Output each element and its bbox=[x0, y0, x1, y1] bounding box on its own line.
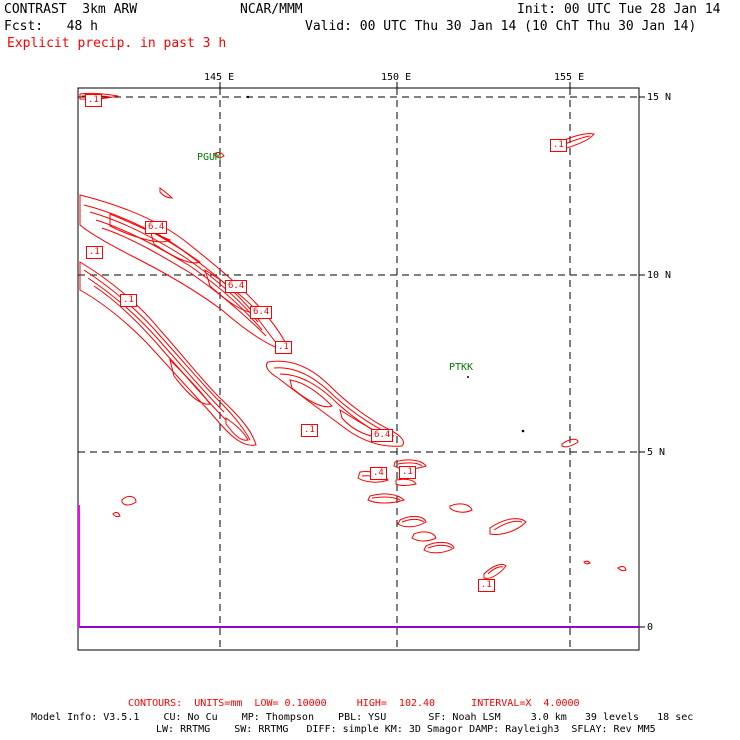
precip-contour bbox=[427, 544, 453, 549]
model-info-line2: LW: RRTMG SW: RRTMG DIFF: simple KM: 3D … bbox=[156, 724, 656, 735]
precip-contour bbox=[411, 531, 437, 542]
lon-tick-label: 155 E bbox=[554, 72, 585, 83]
precip-contours bbox=[79, 92, 627, 579]
init-time: Init: 00 UTC Tue 28 Jan 14 bbox=[517, 2, 721, 17]
precip-contour bbox=[159, 186, 174, 199]
contour-label: 6.4 bbox=[250, 306, 273, 319]
precip-contour bbox=[265, 360, 404, 447]
precip-contour bbox=[367, 493, 405, 504]
precip-contour bbox=[83, 204, 279, 346]
precip-contour bbox=[93, 285, 227, 421]
contour-label: 6.4 bbox=[225, 280, 248, 293]
contour-label: 6.4 bbox=[371, 429, 394, 442]
contour-label: .1 bbox=[550, 139, 567, 152]
precip-contour bbox=[397, 515, 427, 528]
org-label: NCAR/MMM bbox=[240, 2, 303, 17]
precip-contour bbox=[371, 496, 401, 501]
station-label: PGUM bbox=[197, 152, 222, 163]
edge-ticks bbox=[219, 82, 645, 628]
contour-label: 6.4 bbox=[145, 221, 168, 234]
precip-contour bbox=[397, 462, 423, 467]
precip-contour bbox=[89, 211, 259, 323]
precip-contour bbox=[393, 459, 427, 470]
precip-contour bbox=[112, 511, 121, 518]
precip-contour bbox=[617, 565, 627, 572]
lat-tick-label: 15 N bbox=[647, 92, 672, 103]
lat-tick-label: 0 bbox=[647, 622, 654, 633]
model-info-line1: Model Info: V3.5.1 CU: No Cu MP: Thompso… bbox=[31, 712, 694, 723]
map-dot bbox=[246, 95, 250, 99]
precip-contour bbox=[149, 229, 202, 264]
contour-label: .1 bbox=[478, 579, 495, 592]
valid-time: Valid: 00 UTC Thu 30 Jan 14 (10 ChT Thu … bbox=[305, 19, 697, 34]
contour-label: .1 bbox=[399, 466, 416, 479]
precip-contour bbox=[289, 379, 333, 408]
map-frame bbox=[77, 87, 640, 651]
precip-contour bbox=[561, 438, 579, 448]
contour-info: CONTOURS: UNITS=mm LOW= 0.10000 HIGH= 10… bbox=[128, 698, 580, 709]
contour-label: .1 bbox=[120, 294, 137, 307]
station-label: PTKK bbox=[449, 362, 474, 373]
precip-contour bbox=[225, 417, 249, 441]
precip-contour bbox=[213, 151, 225, 159]
map-dot bbox=[467, 376, 469, 378]
graticule bbox=[78, 88, 639, 650]
precip-contour bbox=[169, 358, 211, 405]
contour-label: .1 bbox=[275, 341, 292, 354]
precip-contour bbox=[401, 518, 425, 523]
precip-contour bbox=[583, 560, 591, 565]
precip-contour bbox=[79, 261, 257, 446]
precip-contour bbox=[101, 227, 267, 337]
precip-contour bbox=[493, 520, 523, 531]
contour-label: .4 bbox=[370, 467, 387, 480]
field-title: Explicit precip. in past 3 h bbox=[7, 36, 227, 51]
precip-contour bbox=[555, 133, 595, 151]
lat-tick-label: 5 N bbox=[647, 447, 666, 458]
contour-label: .1 bbox=[85, 94, 102, 107]
contour-label: .1 bbox=[86, 246, 103, 259]
precip-contour bbox=[489, 518, 527, 535]
model-title: CONTRAST 3km ARW bbox=[4, 2, 138, 17]
lon-tick-label: 150 E bbox=[381, 72, 412, 83]
precip-contour bbox=[121, 495, 137, 506]
precip-contour bbox=[273, 367, 395, 437]
lat-tick-label: 10 N bbox=[647, 270, 672, 281]
precip-contour bbox=[87, 277, 225, 413]
lon-tick-label: 145 E bbox=[204, 72, 235, 83]
map-dot bbox=[521, 429, 525, 433]
precip-contour bbox=[487, 566, 504, 575]
precip-contour bbox=[109, 213, 172, 243]
contour-label: .1 bbox=[301, 424, 318, 437]
forecast-hour: Fcst: 48 h bbox=[4, 19, 98, 34]
precip-contour bbox=[423, 541, 455, 554]
precip-contour bbox=[449, 503, 473, 513]
precip-contour bbox=[395, 478, 417, 486]
precip-contour bbox=[483, 563, 507, 579]
precip-contour bbox=[95, 219, 263, 331]
